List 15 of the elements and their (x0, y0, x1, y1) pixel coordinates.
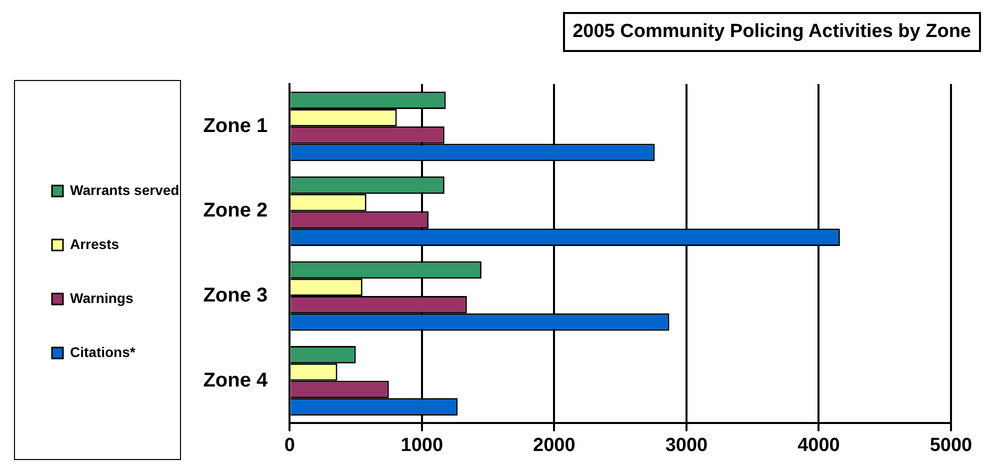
y-tick-label: Zone 1 (203, 114, 268, 137)
x-tick-label: 4000 (798, 434, 840, 456)
x-tick-label: 3000 (665, 434, 708, 456)
x-tick-label: 0 (284, 434, 295, 456)
legend-label: Arrests (70, 236, 120, 252)
legend-label: Warrants served (70, 182, 180, 198)
y-tick-label: Zone 2 (203, 200, 268, 222)
x-tick-label: 5000 (930, 434, 972, 456)
legend-label: Warnings (70, 290, 134, 306)
legend-label: Citations* (70, 344, 136, 360)
x-tick-label: 1000 (400, 434, 444, 456)
chart-title: 2005 Community Policing Activities by Zone (562, 12, 981, 52)
x-tick-label: 2000 (533, 434, 576, 456)
y-tick-label: Zone 3 (203, 284, 268, 307)
y-tick-label: Zone 4 (203, 369, 269, 392)
